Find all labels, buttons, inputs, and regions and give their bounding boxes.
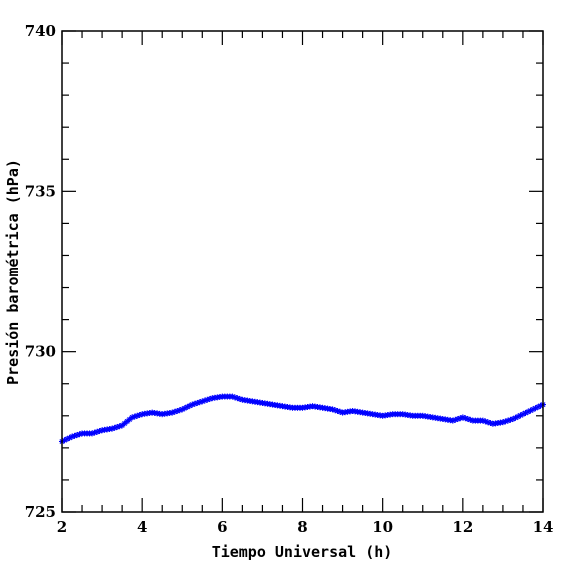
x-tick-label: 2 — [57, 518, 67, 536]
x-tick-label: 14 — [533, 518, 554, 536]
data-point — [519, 411, 526, 418]
plot-frame — [61, 30, 544, 513]
plot-area — [59, 393, 546, 445]
x-tick-label: 4 — [137, 518, 147, 536]
x-tick-label: 8 — [297, 518, 307, 536]
y-tick-label: 730 — [25, 343, 56, 361]
x-tick-label: 6 — [217, 518, 227, 536]
y-tick-label: 725 — [25, 503, 56, 521]
data-point — [206, 395, 213, 402]
axis-ticks — [61, 30, 544, 513]
y-axis-title: Presión barométrica (hPa) — [4, 159, 22, 385]
x-axis-title: Tiempo Universal (h) — [212, 543, 393, 561]
y-tick-label: 735 — [25, 182, 56, 200]
y-tick-label: 740 — [25, 22, 56, 40]
x-tick-label: 10 — [372, 518, 393, 536]
x-tick-label: 12 — [452, 518, 473, 536]
tick-labels: 2 4 6 8 10 12 14 725 730 735 740 — [25, 22, 554, 536]
